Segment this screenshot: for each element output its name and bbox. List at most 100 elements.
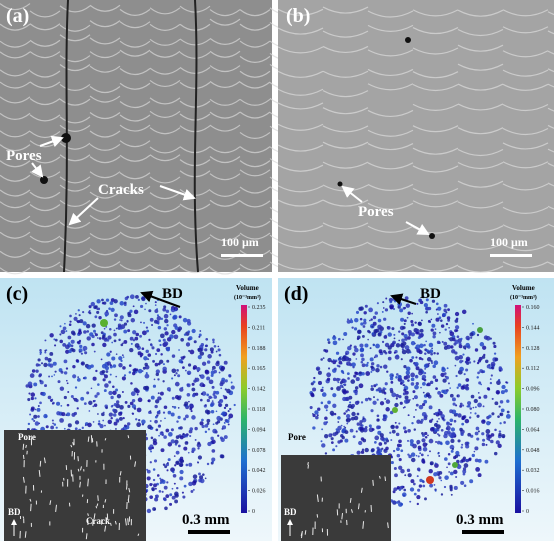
pore-dot [157, 378, 160, 381]
pore-dot [123, 322, 128, 326]
pore-dot [115, 388, 119, 392]
pore-dot [429, 427, 435, 432]
pore-dot [159, 359, 164, 364]
pore-dot [112, 413, 117, 417]
pore-dot [113, 339, 117, 343]
pore-dot [346, 372, 350, 376]
pore-dot [369, 319, 371, 322]
pore-dot [327, 367, 331, 370]
pore-dot [477, 458, 482, 463]
pore-dot [34, 397, 37, 400]
pore-dot [484, 459, 489, 464]
pore-dot [33, 382, 38, 387]
pore-dot [183, 434, 187, 438]
pore-dot [489, 378, 492, 380]
pore-dot [98, 420, 101, 423]
annotation: Pores [358, 204, 394, 220]
pore-dot [495, 390, 501, 395]
pore-dot [470, 336, 473, 339]
pore-dot [45, 425, 49, 429]
pore-dot [422, 382, 426, 386]
pore-dot [403, 333, 408, 339]
pore-dot [375, 367, 380, 373]
pore-dot [208, 379, 214, 385]
pore-dot [350, 379, 356, 384]
pore-dot [356, 412, 360, 416]
pore-dot [130, 391, 136, 397]
pore-dot [447, 318, 451, 322]
pore-dot [345, 413, 351, 419]
inset-texture [300, 462, 389, 539]
pore-dot [217, 348, 221, 352]
pore-dot [49, 363, 54, 368]
pore-dot [147, 424, 152, 430]
pore-dot [145, 372, 148, 375]
pore-dot [371, 428, 375, 431]
inset-streak [25, 444, 27, 449]
pore-dot [460, 446, 463, 449]
pore-dot [368, 330, 371, 334]
pore-dot [86, 336, 91, 341]
pore-dot [351, 411, 356, 417]
melt-pool-boundary [277, 6, 554, 18]
pore-dot [130, 382, 133, 385]
pore-dot [64, 322, 66, 325]
pore-dot [360, 322, 364, 326]
pore-dot [127, 404, 131, 408]
pore-dot [116, 419, 120, 423]
pore-dot [397, 301, 403, 307]
pore-dot [372, 400, 377, 405]
pore-dot [446, 316, 451, 320]
pore-dot [102, 419, 105, 422]
pore-dot [481, 355, 486, 359]
pore-dot [50, 425, 55, 430]
pore-dot [374, 311, 378, 315]
pore-dot [399, 382, 403, 385]
pore-dot [210, 436, 214, 441]
pore-dot [103, 327, 106, 330]
pore-dot [324, 416, 328, 420]
pore-dot [409, 351, 412, 354]
pore-dot [439, 331, 441, 334]
pore-dot [53, 338, 56, 341]
pore-dot [332, 377, 337, 382]
pore-dot [436, 428, 440, 432]
pore-dot [110, 416, 113, 420]
pore-dot [49, 399, 53, 402]
pore-dot [499, 422, 502, 425]
pore-dot [90, 387, 93, 390]
pore-dot [122, 366, 126, 370]
pore-dot [44, 384, 48, 388]
pore-dot [218, 353, 222, 357]
pore-dot [452, 350, 455, 353]
pore-dot [213, 369, 217, 374]
pore-dot [92, 421, 95, 423]
pore-dot [496, 380, 501, 385]
pore-dot [101, 301, 105, 305]
pore-dot [449, 423, 453, 426]
pore-dot [486, 421, 491, 426]
pore-dot [375, 343, 380, 349]
pore-dot [346, 422, 349, 425]
pore-dot [381, 340, 385, 344]
inset-streak [372, 479, 374, 486]
pore-dot [382, 414, 386, 418]
pore-dot [27, 422, 31, 426]
pore [405, 37, 411, 43]
pore-dot [459, 427, 463, 432]
pore-dot [450, 449, 454, 453]
melt-pool-boundary [277, 161, 554, 173]
pore-dot [188, 481, 193, 487]
pore-dot [145, 302, 147, 305]
pore-dot [60, 370, 64, 374]
pore-dot [337, 425, 342, 431]
pore-dot [340, 362, 343, 365]
pore-dot [470, 394, 475, 399]
pore-dot [398, 422, 401, 425]
pore-dot [108, 380, 112, 384]
pore-dot [223, 435, 228, 440]
pore-dot [93, 403, 98, 407]
pore-dot [152, 440, 158, 446]
inset-streak [341, 512, 344, 520]
pore-dot [150, 450, 153, 453]
